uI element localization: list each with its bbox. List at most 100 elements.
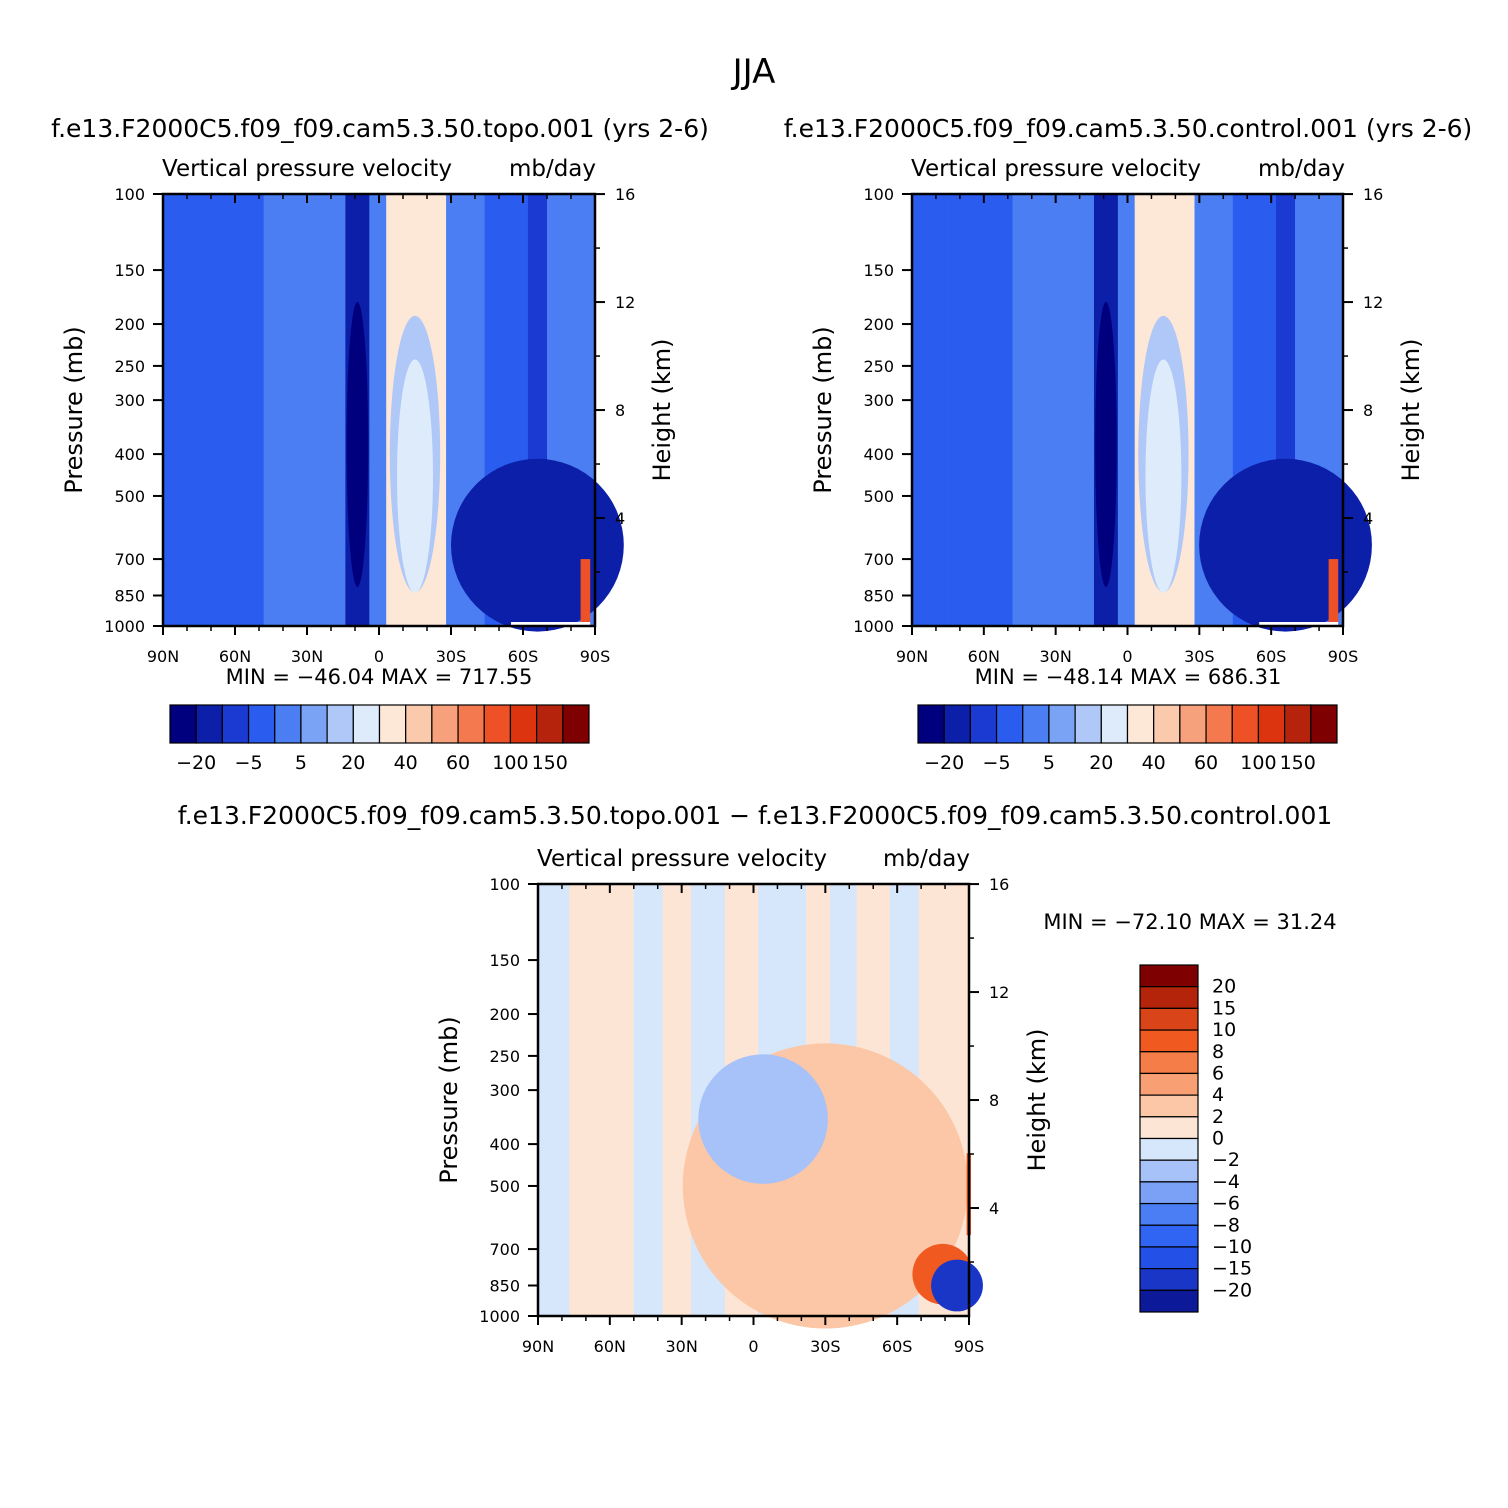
contour-band	[199, 194, 264, 626]
y-tick-label: 700	[489, 1240, 520, 1259]
y2-tick-label: 16	[1363, 185, 1383, 204]
y2-tick-label: 4	[615, 509, 625, 528]
colorbar-swatch	[1139, 1246, 1199, 1270]
y-tick-label: 250	[489, 1047, 520, 1066]
contour-band	[947, 194, 1013, 626]
colorbar-swatch	[995, 704, 1024, 744]
x-tick-label: 90N	[147, 647, 179, 666]
colorbar-label: −10	[1212, 1236, 1252, 1258]
x-tick-label: 30S	[1184, 647, 1215, 666]
colorbar-label: 0	[1212, 1128, 1224, 1150]
colorbar-label: −2	[1212, 1149, 1240, 1171]
y-tick-label: 200	[489, 1005, 520, 1024]
x-tick-label: 30N	[1040, 647, 1072, 666]
x-tick-label: 60S	[882, 1337, 913, 1356]
colorbar-swatch	[378, 704, 407, 744]
x-tick-label: 60N	[594, 1337, 626, 1356]
colorbar-swatch	[1074, 704, 1102, 744]
y-tick-label: 150	[863, 261, 894, 280]
diff-surface-negative	[931, 1259, 983, 1312]
y2-axis-label: Height (km)	[1023, 1029, 1051, 1172]
colorbar-swatch	[274, 704, 302, 744]
x-tick-label: 0	[748, 1337, 758, 1356]
colorbar-swatch	[326, 704, 354, 744]
contour-band	[662, 884, 692, 1316]
colorbar-swatch	[405, 704, 433, 744]
y-tick-label: 850	[489, 1277, 520, 1296]
x-tick-label: 60N	[968, 647, 1000, 666]
colorbar-label: −15	[1212, 1258, 1252, 1280]
colorbar-label: 4	[1212, 1084, 1224, 1106]
y-tick-label: 700	[114, 550, 145, 569]
y-axis-label: Pressure (mb)	[435, 1016, 463, 1183]
contour-band	[369, 194, 387, 626]
contour-band	[163, 194, 199, 626]
colorbar-swatch	[1284, 704, 1312, 744]
y2-tick-label: 4	[1363, 509, 1373, 528]
colorbar-swatch	[1048, 704, 1076, 744]
colorbar-label: 40	[1142, 752, 1166, 774]
subtitle-left: Vertical pressure velocity	[162, 156, 452, 182]
colorbar-swatch	[1179, 704, 1207, 744]
subtitle-left: Vertical pressure velocity	[537, 846, 827, 872]
colorbar-label: 5	[295, 752, 307, 774]
y2-tick-label: 8	[1363, 401, 1373, 420]
x-tick-label: 60S	[1256, 647, 1287, 666]
colorbar-label: −20	[1212, 1279, 1252, 1301]
surface-warm-patch	[580, 559, 591, 626]
colorbar-label: −5	[983, 752, 1011, 774]
colorbar-label: −8	[1212, 1214, 1240, 1236]
panel-control: f.e13.F2000C5.f09_f09.cam5.3.50.control.…	[784, 114, 1473, 774]
colorbar-label: 2	[1212, 1106, 1224, 1128]
colorbar-swatch	[1139, 1094, 1199, 1118]
colorbar-label: −20	[924, 752, 964, 774]
x-tick-label: 90N	[522, 1337, 554, 1356]
colorbar-swatch	[1257, 704, 1286, 744]
y-tick-label: 1000	[479, 1307, 520, 1326]
colorbar-swatch	[1139, 1007, 1199, 1031]
colorbar-swatch	[1139, 1289, 1199, 1313]
x-tick-label: 90S	[954, 1337, 985, 1356]
y2-tick-label: 12	[1363, 293, 1383, 312]
colorbar-swatch	[536, 704, 564, 744]
figure-title: JJA	[731, 52, 776, 92]
colorbar-label: 60	[1194, 752, 1218, 774]
colorbar-label: 100	[492, 752, 528, 774]
contour-band	[912, 194, 948, 626]
panel-title: f.e13.F2000C5.f09_f09.cam5.3.50.control.…	[784, 114, 1473, 143]
x-tick-label: 90N	[896, 647, 928, 666]
y-tick-label: 400	[114, 445, 145, 464]
colorbar-label: −20	[176, 752, 216, 774]
colorbar-swatch	[1100, 704, 1129, 744]
y-tick-label: 850	[863, 587, 894, 606]
colorbar-swatch	[221, 704, 250, 744]
colorbar-swatch	[352, 704, 381, 744]
y-tick-label: 200	[863, 315, 894, 334]
colorbar-swatch	[1139, 1116, 1199, 1140]
y-tick-label: 500	[863, 487, 894, 506]
subtitle-right: mb/day	[883, 846, 970, 872]
colorbar-swatch	[1139, 1029, 1199, 1053]
colorbar-label: 5	[1043, 752, 1055, 774]
subtitle-left: Vertical pressure velocity	[911, 156, 1201, 182]
downdraft-core	[1095, 301, 1117, 588]
y2-axis-label: Height (km)	[1397, 339, 1425, 482]
panel-title: f.e13.F2000C5.f09_f09.cam5.3.50.topo.001…	[178, 801, 1333, 830]
contour-band	[263, 194, 317, 626]
polar-downdraft	[1199, 458, 1372, 632]
y-tick-label: 250	[114, 357, 145, 376]
colorbar-swatch	[1139, 1268, 1199, 1291]
colorbar-label: 150	[532, 752, 568, 774]
subtitle-right: mb/day	[509, 156, 596, 182]
x-tick-label: 60S	[508, 647, 539, 666]
contour-band	[538, 884, 570, 1316]
colorbar-swatch	[300, 704, 328, 744]
colorbar-swatch	[169, 704, 197, 744]
colorbar-swatch	[509, 704, 538, 744]
colorbar-label: 6	[1212, 1062, 1224, 1084]
contour-band	[1117, 194, 1135, 626]
downdraft-core	[346, 301, 369, 588]
colorbar-swatch	[1022, 704, 1050, 744]
updraft-core-inner	[1145, 359, 1182, 593]
y2-axis-label: Height (km)	[648, 339, 676, 482]
